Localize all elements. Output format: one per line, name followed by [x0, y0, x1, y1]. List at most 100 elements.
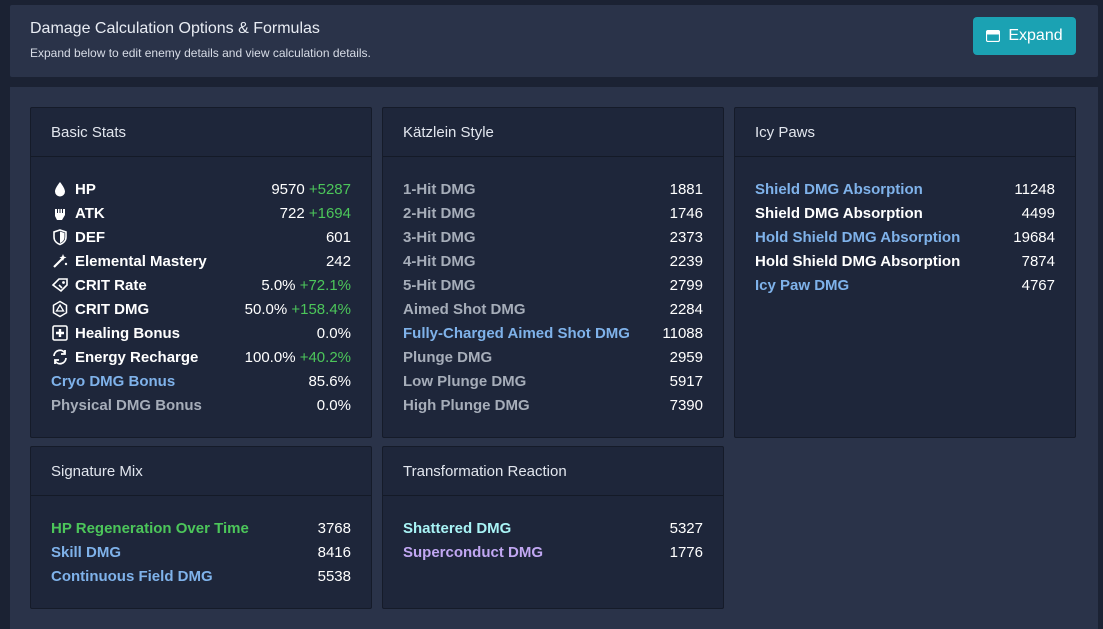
damage-value: 5538 — [317, 567, 351, 585]
stat-row-physical-dmg-bonus: Physical DMG Bonus 0.0% — [51, 393, 351, 417]
section-subtitle: Expand below to edit enemy details and v… — [30, 46, 371, 60]
damage-label: Shield DMG Absorption — [755, 180, 923, 198]
damage-value: 4499 — [1021, 204, 1055, 222]
damage-row: 3-Hit DMG 2373 — [403, 225, 703, 249]
transformation-rows: Shattered DMG 5327 Superconduct DMG 1776 — [383, 496, 723, 564]
damage-value: 5327 — [669, 519, 703, 537]
stat-value: 601 — [325, 228, 351, 246]
stat-label: Cryo DMG Bonus — [51, 372, 176, 390]
damage-label: Plunge DMG — [403, 348, 493, 366]
damage-value: 11088 — [662, 324, 703, 342]
damage-value: 8416 — [317, 543, 351, 561]
basic-stats-card: Basic Stats HP 9570 +5287 ATK 722 +1694 — [30, 107, 372, 438]
damage-value: 5917 — [669, 372, 703, 390]
stat-label: CRIT DMG — [75, 300, 150, 318]
stat-bonus: +72.1% — [299, 276, 351, 294]
damage-row: Icy Paw DMG 4767 — [755, 273, 1055, 297]
crit-dmg-icon — [52, 300, 68, 318]
damage-value: 2284 — [669, 300, 703, 318]
damage-value: 1776 — [669, 543, 703, 561]
damage-label: Superconduct DMG — [403, 543, 544, 561]
damage-label: Shattered DMG — [403, 519, 512, 537]
stat-value: 242 — [325, 252, 351, 270]
stat-bonus: +40.2% — [299, 348, 351, 366]
damage-label: 3-Hit DMG — [403, 228, 476, 246]
card-title: Signature Mix — [31, 447, 371, 496]
expand-button[interactable]: Expand — [973, 17, 1076, 55]
damage-value: 2373 — [669, 228, 703, 246]
stat-row-elemental-mastery: Elemental Mastery 242 — [51, 249, 351, 273]
damage-label: Fully-Charged Aimed Shot DMG — [403, 324, 630, 342]
stat-bonus: +5287 — [308, 180, 351, 198]
stat-row-healing-bonus: Healing Bonus 0.0% — [51, 321, 351, 345]
window-icon — [986, 30, 1001, 42]
stat-value: 0.0% — [316, 396, 351, 414]
stat-row-cryo-dmg-bonus: Cryo DMG Bonus 85.6% — [51, 369, 351, 393]
stat-label: Energy Recharge — [75, 348, 199, 366]
card-title: Kätzlein Style — [383, 108, 723, 157]
damage-label: High Plunge DMG — [403, 396, 530, 414]
damage-row: Low Plunge DMG 5917 — [403, 369, 703, 393]
stat-bonus: +158.4% — [291, 300, 351, 318]
damage-row: Hold Shield DMG Absorption 19684 — [755, 225, 1055, 249]
damage-label: Aimed Shot DMG — [403, 300, 526, 318]
damage-row: 4-Hit DMG 2239 — [403, 249, 703, 273]
stat-value: 100.0% — [244, 348, 296, 366]
damage-row: Superconduct DMG 1776 — [403, 540, 703, 564]
damage-row: Fully-Charged Aimed Shot DMG 11088 — [403, 321, 703, 345]
damage-value: 2799 — [669, 276, 703, 294]
stat-row-def: DEF 601 — [51, 225, 351, 249]
section-title: Damage Calculation Options & Formulas — [30, 20, 320, 37]
damage-value: 2239 — [669, 252, 703, 270]
card-title: Transformation Reaction — [383, 447, 723, 496]
damage-row: Hold Shield DMG Absorption 7874 — [755, 249, 1055, 273]
stat-row-atk: ATK 722 +1694 — [51, 201, 351, 225]
energy-recharge-icon — [53, 349, 67, 365]
damage-value: 1746 — [669, 204, 703, 222]
damage-label: Skill DMG — [51, 543, 122, 561]
damage-value: 19684 — [1013, 228, 1055, 246]
crit-rate-icon — [51, 278, 68, 293]
damage-row: 1-Hit DMG 1881 — [403, 177, 703, 201]
stat-value: 5.0% — [261, 276, 296, 294]
stat-value: 0.0% — [316, 324, 351, 342]
damage-row: Shield DMG Absorption 11248 — [755, 177, 1055, 201]
stat-label: DEF — [75, 228, 105, 246]
damage-row: Aimed Shot DMG 2284 — [403, 297, 703, 321]
stat-row-energy-recharge: Energy Recharge 100.0% +40.2% — [51, 345, 351, 369]
damage-value: 4767 — [1021, 276, 1055, 294]
damage-label: Low Plunge DMG — [403, 372, 527, 390]
katzlein-rows: 1-Hit DMG 1881 2-Hit DMG 1746 3-Hit DMG 2373 4… — [383, 157, 723, 417]
damage-row: Plunge DMG 2959 — [403, 345, 703, 369]
stat-row-crit-dmg: CRIT DMG 50.0% +158.4% — [51, 297, 351, 321]
stat-value: 9570 — [271, 180, 305, 198]
damage-row: Shield DMG Absorption 4499 — [755, 201, 1055, 225]
damage-value: 2959 — [669, 348, 703, 366]
atk-fist-icon — [55, 209, 65, 220]
damage-label: Continuous Field DMG — [51, 567, 213, 585]
damage-value: 1881 — [669, 180, 703, 198]
icy-paws-card: Icy Paws Shield DMG Absorption 11248 Shiel… — [734, 107, 1076, 438]
katzlein-style-card: Kätzlein Style 1-Hit DMG 1881 2-Hit DMG 174… — [382, 107, 724, 438]
expand-button-label: Expand — [1008, 27, 1063, 44]
stat-row-crit-rate: CRIT Rate 5.0% +72.1% — [51, 273, 351, 297]
stat-label: ATK — [75, 204, 105, 222]
damage-label: 5-Hit DMG — [403, 276, 476, 294]
healing-bonus-icon — [52, 325, 68, 341]
damage-row: Skill DMG 8416 — [51, 540, 351, 564]
def-shield-icon — [53, 229, 67, 246]
stat-value: 85.6% — [308, 372, 351, 390]
damage-value: 7390 — [669, 396, 703, 414]
stat-label: Physical DMG Bonus — [51, 396, 202, 414]
transformation-reaction-card: Transformation Reaction Shattered DMG 532… — [382, 446, 724, 609]
damage-label: 2-Hit DMG — [403, 204, 476, 222]
damage-label: 1-Hit DMG — [403, 180, 476, 198]
damage-label: Hold Shield DMG Absorption — [755, 228, 961, 246]
card-title: Icy Paws — [735, 108, 1075, 157]
damage-label: Hold Shield DMG Absorption — [755, 252, 961, 270]
stat-label: Elemental Mastery — [75, 252, 207, 270]
damage-value: 7874 — [1021, 252, 1055, 270]
damage-row: High Plunge DMG 7390 — [403, 393, 703, 417]
damage-row: 2-Hit DMG 1746 — [403, 201, 703, 225]
damage-row: Shattered DMG 5327 — [403, 516, 703, 540]
